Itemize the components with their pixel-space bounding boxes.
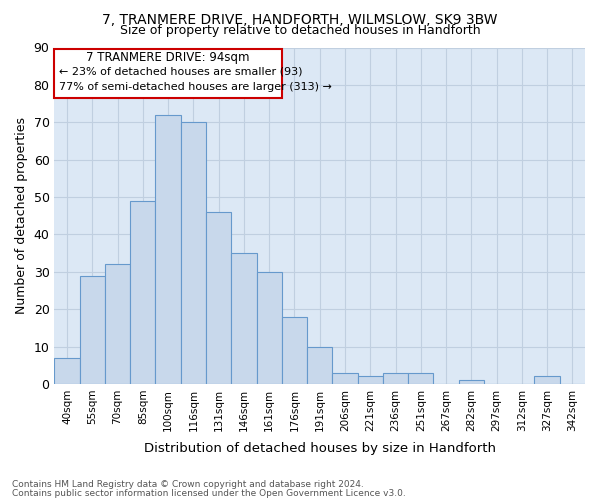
- Bar: [155, 115, 181, 384]
- Bar: [383, 372, 408, 384]
- Text: 77% of semi-detached houses are larger (313) →: 77% of semi-detached houses are larger (…: [59, 82, 332, 92]
- Bar: [181, 122, 206, 384]
- Bar: [332, 372, 358, 384]
- Y-axis label: Number of detached properties: Number of detached properties: [15, 117, 28, 314]
- Bar: [358, 376, 383, 384]
- X-axis label: Distribution of detached houses by size in Handforth: Distribution of detached houses by size …: [144, 442, 496, 455]
- Bar: [80, 276, 105, 384]
- Text: ← 23% of detached houses are smaller (93): ← 23% of detached houses are smaller (93…: [59, 67, 303, 77]
- Text: Contains public sector information licensed under the Open Government Licence v3: Contains public sector information licen…: [12, 488, 406, 498]
- Text: 7 TRANMERE DRIVE: 94sqm: 7 TRANMERE DRIVE: 94sqm: [86, 52, 250, 64]
- Bar: [130, 201, 155, 384]
- Bar: [231, 253, 257, 384]
- Bar: [55, 50, 282, 98]
- Text: 7, TRANMERE DRIVE, HANDFORTH, WILMSLOW, SK9 3BW: 7, TRANMERE DRIVE, HANDFORTH, WILMSLOW, …: [102, 12, 498, 26]
- Bar: [206, 212, 231, 384]
- Bar: [55, 358, 80, 384]
- Bar: [105, 264, 130, 384]
- Bar: [408, 372, 433, 384]
- Bar: [307, 346, 332, 384]
- Bar: [458, 380, 484, 384]
- Bar: [282, 316, 307, 384]
- Text: Size of property relative to detached houses in Handforth: Size of property relative to detached ho…: [119, 24, 481, 37]
- Bar: [257, 272, 282, 384]
- Bar: [535, 376, 560, 384]
- Text: Contains HM Land Registry data © Crown copyright and database right 2024.: Contains HM Land Registry data © Crown c…: [12, 480, 364, 489]
